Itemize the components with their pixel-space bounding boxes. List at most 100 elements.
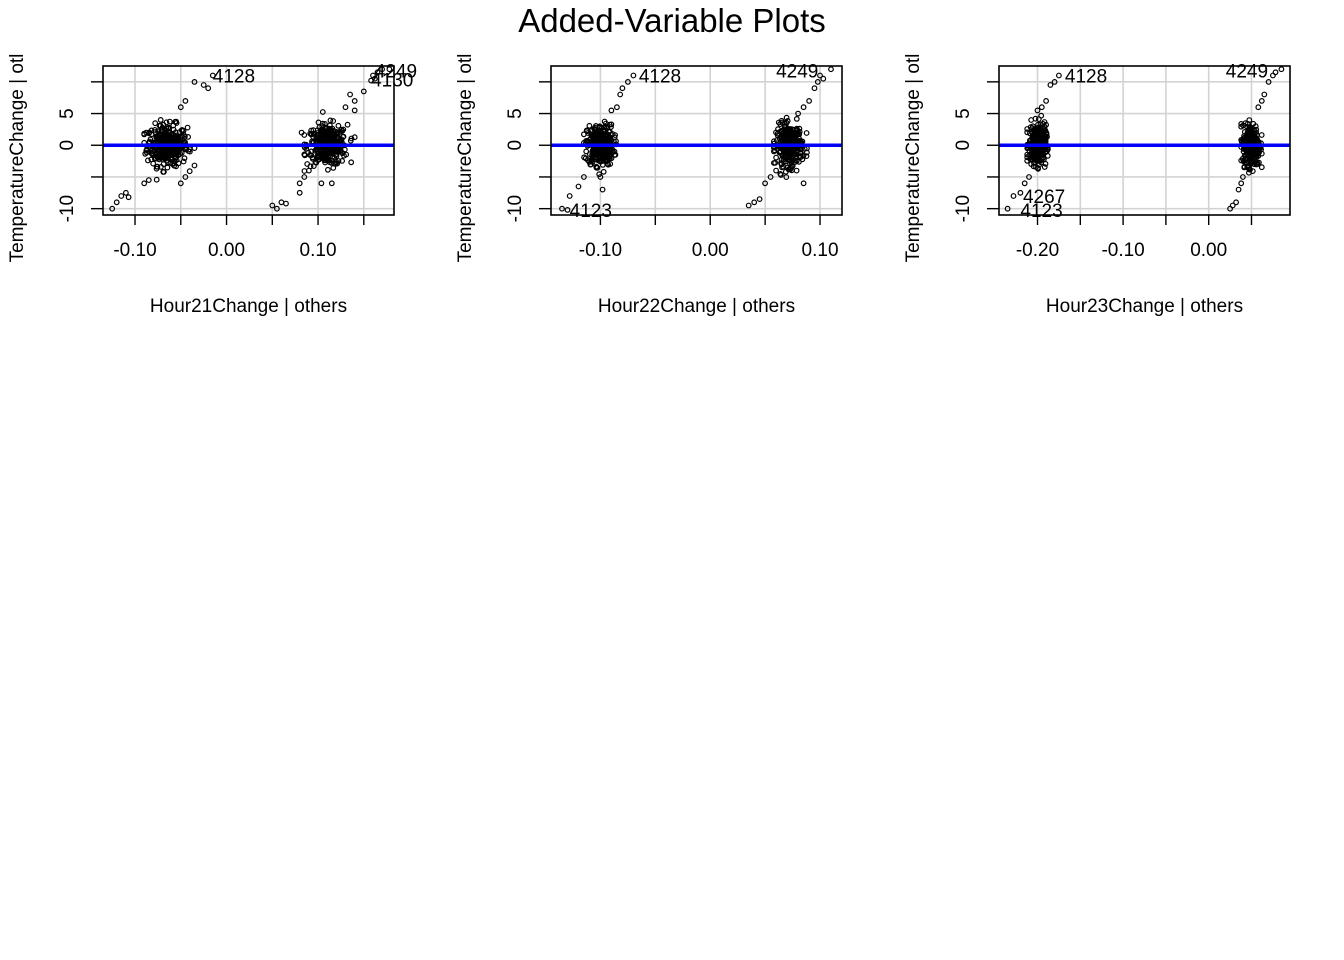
- data-point: [191, 78, 198, 85]
- data-point: [745, 202, 752, 209]
- data-point: [1255, 159, 1262, 166]
- data-point: [774, 137, 780, 143]
- points: [109, 66, 393, 212]
- data-point: [1032, 153, 1039, 160]
- data-point: [783, 134, 790, 141]
- data-point: [330, 118, 337, 124]
- y-tick-label: 0: [953, 140, 974, 151]
- data-point: [1021, 180, 1028, 187]
- data-point: [773, 167, 779, 174]
- data-point: [783, 114, 790, 121]
- x-axis-label: Hour22Change | others: [598, 296, 795, 317]
- data-point: [337, 128, 344, 135]
- data-point: [1229, 202, 1236, 209]
- x-tick-label: 0.10: [300, 240, 337, 261]
- point-label: 4249: [776, 61, 818, 82]
- data-point: [778, 172, 784, 178]
- data-point: [814, 78, 821, 85]
- x-tick-label: -0.20: [1016, 240, 1059, 261]
- data-point: [796, 130, 802, 137]
- data-point: [783, 153, 790, 160]
- data-point: [1044, 152, 1051, 159]
- data-point: [340, 133, 347, 140]
- data-point: [607, 149, 613, 156]
- data-point: [602, 158, 609, 165]
- data-point: [612, 132, 618, 139]
- data-point: [169, 161, 176, 167]
- point-label: 4249: [1226, 61, 1268, 82]
- data-point: [328, 149, 335, 155]
- data-point: [1038, 104, 1045, 111]
- data-point: [1040, 120, 1047, 127]
- data-point: [751, 199, 758, 206]
- data-point: [591, 150, 598, 157]
- data-point: [209, 72, 216, 79]
- y-tick-label: 5: [505, 108, 526, 119]
- data-point: [614, 104, 620, 111]
- data-point: [1245, 163, 1252, 170]
- data-point: [182, 174, 189, 180]
- data-point: [186, 168, 193, 175]
- data-point: [1254, 148, 1261, 155]
- data-point: [793, 167, 800, 174]
- x-tick-label: -0.10: [113, 240, 156, 261]
- data-point: [796, 158, 802, 165]
- data-point: [777, 148, 784, 155]
- data-point: [600, 152, 607, 159]
- x-tick-label: 0.00: [692, 240, 729, 261]
- data-point: [800, 104, 807, 111]
- data-point: [143, 149, 150, 156]
- data-point: [157, 122, 164, 129]
- data-point: [1041, 164, 1048, 170]
- data-point: [1042, 136, 1049, 143]
- data-point: [343, 151, 350, 158]
- data-point: [351, 107, 358, 114]
- points: [1004, 66, 1285, 212]
- x-tick-label: 0.00: [1190, 240, 1227, 261]
- data-point: [756, 196, 763, 203]
- data-point: [1233, 199, 1239, 206]
- data-point: [125, 194, 132, 201]
- data-point: [784, 156, 791, 163]
- data-point: [301, 174, 308, 180]
- data-point: [811, 85, 818, 92]
- data-point: [1024, 129, 1031, 136]
- data-point: [582, 155, 589, 162]
- data-point: [1261, 91, 1268, 98]
- point-label: 4123: [1020, 201, 1062, 222]
- data-point: [312, 159, 319, 166]
- data-point: [1250, 155, 1257, 162]
- data-point: [301, 168, 308, 174]
- data-point: [184, 124, 191, 131]
- data-point: [1255, 104, 1262, 111]
- data-point: [1027, 156, 1034, 163]
- data-point: [374, 69, 381, 76]
- y-tick-label: 5: [953, 108, 974, 119]
- data-point: [604, 125, 610, 132]
- data-point: [278, 199, 285, 206]
- data-point: [1248, 127, 1255, 133]
- data-point: [146, 129, 153, 136]
- data-point: [331, 160, 338, 167]
- data-point: [1238, 180, 1245, 187]
- data-point: [1034, 151, 1040, 158]
- data-point: [1037, 125, 1043, 131]
- point-label: 4123: [570, 201, 612, 222]
- data-point: [619, 85, 626, 92]
- y-tick-label: 0: [505, 140, 526, 151]
- panel-2: 4128 4249 4123 -0.10 0.00 0.10 -10 0 5 Hour22Chan…: [455, 54, 843, 317]
- data-point: [778, 161, 785, 168]
- y-tick-label: 0: [57, 140, 78, 151]
- data-point: [793, 115, 800, 122]
- data-point: [318, 134, 325, 141]
- data-point: [113, 199, 120, 206]
- data-point: [1040, 128, 1047, 135]
- data-point: [174, 135, 181, 142]
- data-point: [160, 168, 167, 175]
- data-point: [344, 121, 351, 128]
- data-point: [1258, 132, 1265, 138]
- data-point: [789, 126, 796, 133]
- data-point: [1244, 164, 1251, 171]
